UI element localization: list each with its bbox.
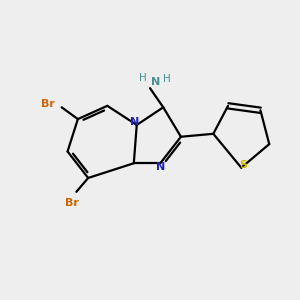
Text: N: N [151, 77, 160, 87]
Text: N: N [156, 162, 165, 172]
Text: N: N [130, 117, 139, 127]
Text: Br: Br [41, 99, 56, 110]
Text: Br: Br [65, 198, 79, 208]
Text: H: H [163, 74, 171, 84]
Text: S: S [240, 160, 248, 170]
Text: H: H [140, 73, 147, 83]
